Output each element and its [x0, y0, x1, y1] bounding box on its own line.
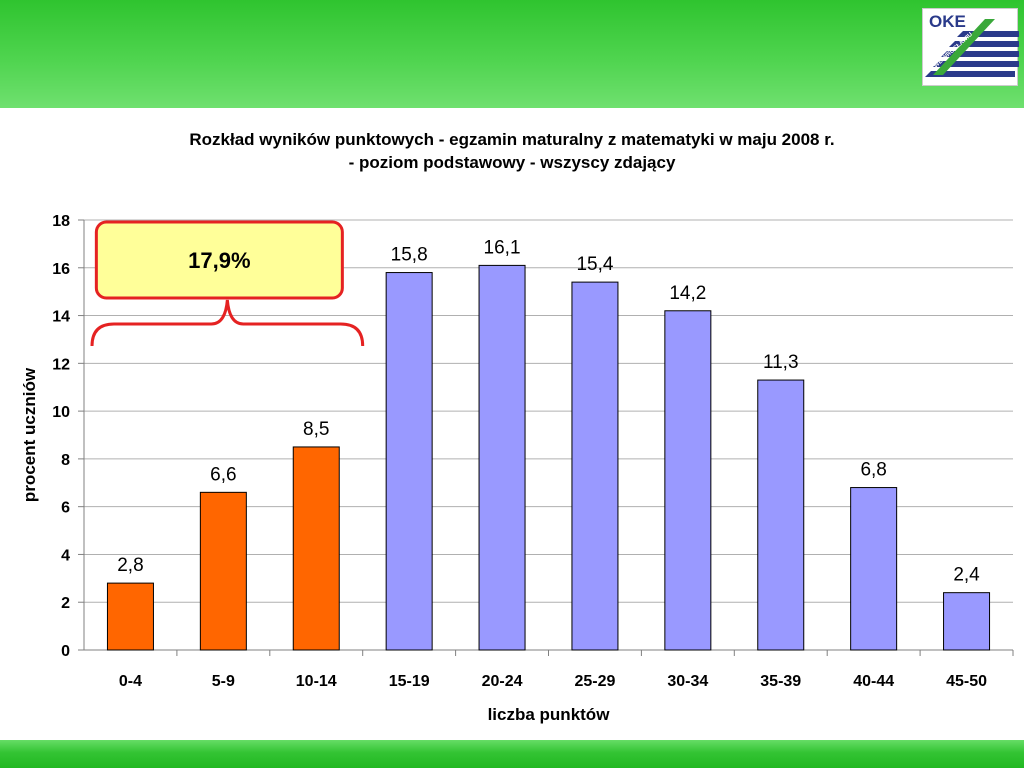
oke-logo: OKE WE WROCŁAWIU	[922, 8, 1019, 86]
bar-value-label: 2,4	[953, 565, 980, 586]
y-tick-label: 4	[61, 547, 70, 564]
bar	[199, 491, 247, 651]
y-tick-label: 16	[52, 261, 70, 278]
x-tick-label: 20-24	[482, 673, 523, 690]
bar-value-label: 15,4	[576, 254, 613, 275]
bar	[478, 264, 526, 651]
x-axis-label: liczba punktów	[488, 705, 611, 724]
y-tick-label: 14	[52, 309, 70, 326]
header-band	[0, 0, 1024, 108]
logo-text: OKE	[929, 12, 966, 31]
x-tick-label: 30-34	[667, 673, 708, 690]
y-tick-label: 8	[61, 452, 70, 469]
y-tick-label: 18	[52, 213, 70, 230]
x-tick-label: 15-19	[389, 673, 430, 690]
y-tick-label: 10	[52, 404, 70, 421]
annotation-bracket	[90, 299, 365, 347]
footer-band	[0, 740, 1024, 768]
bar	[571, 281, 619, 651]
bar	[664, 310, 712, 651]
bar-value-label: 16,1	[484, 237, 521, 258]
annotation-text: 17,9%	[188, 248, 250, 273]
x-tick-label: 10-14	[296, 673, 337, 690]
y-tick-label: 2	[61, 595, 70, 612]
y-tick-label: 6	[61, 500, 70, 517]
bar-value-label: 8,5	[303, 419, 329, 440]
annotation-callout	[94, 220, 344, 300]
x-tick-label: 45-50	[946, 673, 987, 690]
x-tick-label: 35-39	[760, 673, 801, 690]
bar	[850, 487, 898, 651]
bar	[757, 379, 805, 651]
y-tick-label: 0	[61, 643, 70, 660]
y-axis-label: procent uczniów	[20, 367, 39, 502]
x-tick-label: 25-29	[574, 673, 615, 690]
chart-title-line1: Rozkład wyników punktowych - egzamin mat…	[189, 130, 835, 149]
x-tick-label: 5-9	[212, 673, 235, 690]
bar	[943, 592, 991, 651]
bar-value-label: 6,8	[860, 460, 886, 481]
chart-title: Rozkład wyników punktowych - egzamin mat…	[0, 128, 1024, 174]
chart-title-line2: - poziom podstawowy - wszyscy zdający	[348, 153, 676, 172]
bar	[292, 446, 340, 651]
bar	[385, 272, 433, 651]
bar-value-label: 2,8	[117, 555, 143, 576]
bar-value-label: 14,2	[669, 283, 706, 304]
logo-stripes-icon	[925, 19, 1019, 77]
y-tick-label: 12	[52, 356, 70, 373]
bar-value-label: 15,8	[391, 245, 428, 266]
x-tick-label: 40-44	[853, 673, 894, 690]
x-tick-label: 0-4	[119, 673, 142, 690]
bar	[106, 582, 154, 651]
bar-value-label: 11,3	[763, 352, 799, 373]
bar-value-label: 6,6	[210, 464, 236, 485]
